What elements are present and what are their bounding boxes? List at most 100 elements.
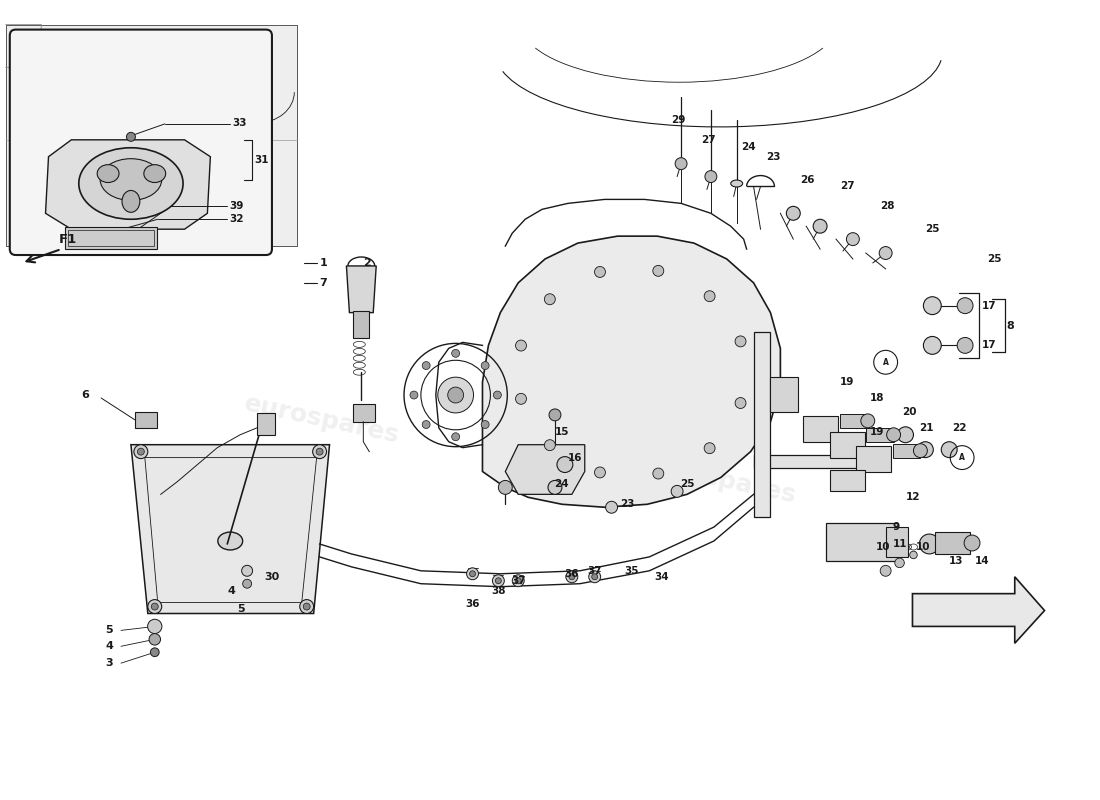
Bar bbox=[935, 532, 970, 554]
Circle shape bbox=[516, 340, 527, 351]
Text: 33: 33 bbox=[232, 118, 246, 128]
Circle shape bbox=[652, 468, 663, 479]
Text: 10: 10 bbox=[876, 542, 890, 552]
Text: A: A bbox=[882, 358, 889, 366]
Text: 8: 8 bbox=[1006, 321, 1014, 330]
Circle shape bbox=[913, 444, 927, 458]
Text: 31: 31 bbox=[254, 154, 268, 165]
Text: 18: 18 bbox=[870, 393, 884, 403]
Circle shape bbox=[735, 336, 746, 347]
Bar bbox=[132, 236, 144, 246]
Circle shape bbox=[846, 233, 859, 246]
Text: 36: 36 bbox=[465, 598, 480, 609]
Circle shape bbox=[493, 574, 504, 586]
Bar bbox=[830, 432, 865, 458]
FancyBboxPatch shape bbox=[10, 30, 272, 255]
Text: 23: 23 bbox=[767, 152, 781, 162]
Circle shape bbox=[675, 158, 688, 170]
Text: 15: 15 bbox=[554, 426, 569, 437]
Text: 27: 27 bbox=[701, 135, 716, 145]
Bar bbox=[886, 527, 907, 557]
Text: 11: 11 bbox=[892, 539, 907, 549]
Text: 24: 24 bbox=[740, 142, 756, 152]
Text: 19: 19 bbox=[870, 426, 884, 437]
Circle shape bbox=[147, 619, 162, 634]
Text: 12: 12 bbox=[905, 492, 920, 502]
Circle shape bbox=[422, 421, 430, 429]
Circle shape bbox=[652, 266, 663, 276]
Circle shape bbox=[242, 566, 253, 576]
Circle shape bbox=[813, 219, 827, 233]
Ellipse shape bbox=[730, 180, 743, 187]
Circle shape bbox=[910, 551, 917, 558]
Circle shape bbox=[557, 457, 573, 473]
Bar bbox=[353, 310, 370, 338]
Circle shape bbox=[592, 574, 597, 580]
Bar bbox=[770, 377, 799, 412]
Circle shape bbox=[422, 362, 430, 370]
Text: 5: 5 bbox=[106, 626, 112, 635]
Circle shape bbox=[498, 481, 513, 494]
Circle shape bbox=[138, 448, 144, 455]
Bar bbox=[856, 446, 891, 471]
Text: 26: 26 bbox=[800, 174, 815, 185]
Text: 38: 38 bbox=[491, 586, 506, 596]
Circle shape bbox=[957, 338, 974, 354]
Text: 24: 24 bbox=[554, 479, 569, 490]
Text: eurospares: eurospares bbox=[639, 451, 799, 508]
Text: 10: 10 bbox=[915, 542, 930, 552]
Circle shape bbox=[898, 427, 913, 442]
Circle shape bbox=[544, 440, 556, 450]
Text: eurospares: eurospares bbox=[242, 392, 402, 448]
Circle shape bbox=[705, 170, 717, 182]
Circle shape bbox=[569, 574, 575, 580]
Text: 16: 16 bbox=[568, 453, 582, 462]
Bar bbox=[892, 444, 921, 458]
Circle shape bbox=[470, 571, 475, 577]
Circle shape bbox=[452, 350, 460, 358]
Polygon shape bbox=[754, 454, 876, 467]
Circle shape bbox=[448, 387, 463, 403]
Circle shape bbox=[544, 294, 556, 305]
Circle shape bbox=[304, 603, 310, 610]
Circle shape bbox=[126, 132, 135, 142]
Ellipse shape bbox=[218, 532, 243, 550]
Text: 28: 28 bbox=[880, 202, 894, 211]
Circle shape bbox=[152, 603, 158, 610]
Text: 20: 20 bbox=[902, 407, 917, 417]
Text: 25: 25 bbox=[925, 224, 939, 234]
Bar bbox=[257, 413, 275, 434]
Circle shape bbox=[466, 568, 478, 580]
Circle shape bbox=[312, 445, 327, 458]
Circle shape bbox=[594, 266, 605, 278]
Text: 4: 4 bbox=[106, 642, 113, 651]
Text: 32: 32 bbox=[229, 214, 244, 224]
Circle shape bbox=[516, 394, 527, 404]
Bar bbox=[353, 404, 375, 422]
Text: 22: 22 bbox=[953, 423, 967, 433]
Circle shape bbox=[879, 246, 892, 259]
Text: 39: 39 bbox=[229, 202, 243, 211]
Bar bbox=[73, 229, 85, 239]
Circle shape bbox=[438, 377, 473, 413]
Text: 1: 1 bbox=[320, 258, 328, 268]
Circle shape bbox=[606, 502, 617, 514]
Text: 2: 2 bbox=[363, 258, 371, 268]
Bar bbox=[830, 470, 865, 491]
Circle shape bbox=[957, 298, 974, 314]
Ellipse shape bbox=[122, 190, 140, 212]
Polygon shape bbox=[483, 236, 780, 507]
Circle shape bbox=[894, 558, 904, 568]
Text: 17: 17 bbox=[982, 301, 997, 310]
Text: 36: 36 bbox=[564, 569, 579, 578]
Text: 30: 30 bbox=[264, 572, 279, 582]
Text: 5: 5 bbox=[238, 603, 245, 614]
Circle shape bbox=[515, 578, 521, 584]
Circle shape bbox=[880, 566, 891, 576]
Text: 25: 25 bbox=[987, 254, 1001, 264]
Polygon shape bbox=[45, 140, 210, 229]
Circle shape bbox=[861, 414, 875, 428]
Text: 35: 35 bbox=[624, 566, 639, 576]
Circle shape bbox=[243, 579, 252, 588]
Circle shape bbox=[151, 648, 160, 657]
